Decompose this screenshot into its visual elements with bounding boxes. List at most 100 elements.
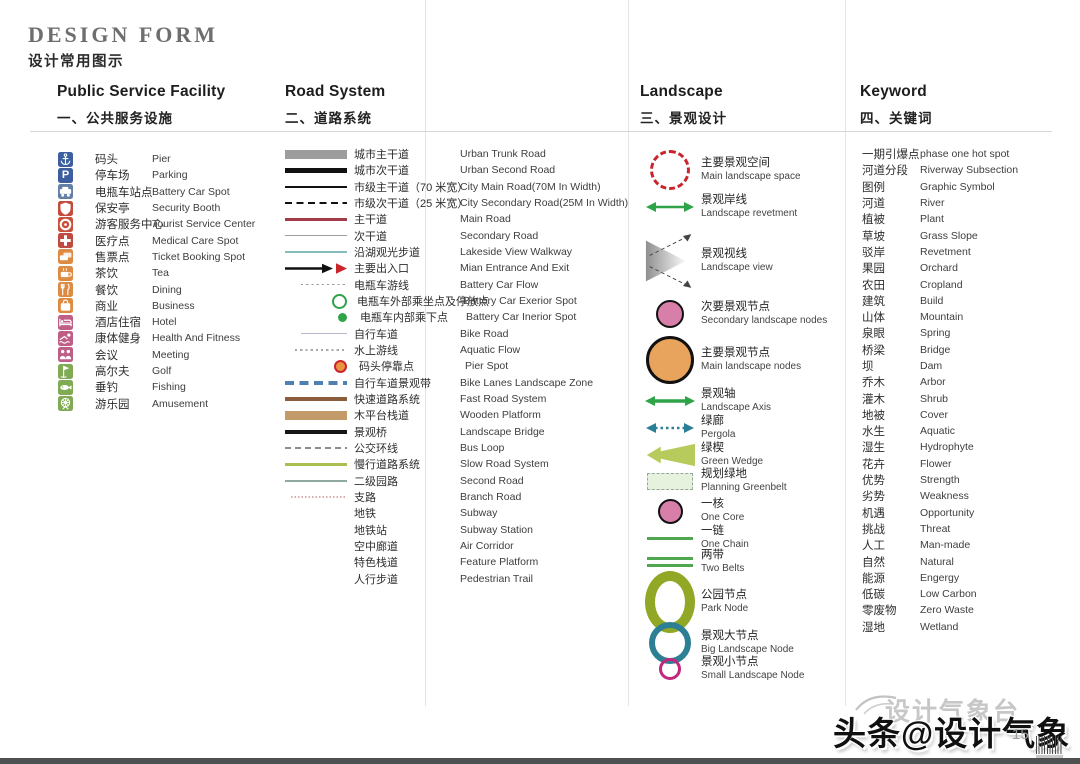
road-symbol-line <box>285 251 347 253</box>
keyword-label-zh: 零废物 <box>862 605 897 618</box>
landscape-symbol-dcircle <box>645 150 695 190</box>
road-label-en: Slow Road System <box>460 458 549 471</box>
tea-cup-icon <box>58 265 73 281</box>
fish-icon <box>58 379 73 395</box>
keyword-row: 优势 Strength <box>862 472 1062 488</box>
landscape-label-zh: 一核 <box>701 498 724 511</box>
road-label-en: Secondary Road <box>460 229 539 242</box>
road-label-zh: 主要出入口 <box>354 263 409 276</box>
keyword-label-en: Strength <box>920 474 960 487</box>
landscape-label-en: Planning Greenbelt <box>701 481 787 493</box>
header-rule <box>30 131 1052 132</box>
keyword-label-en: Aquatic <box>920 425 956 438</box>
facility-row: 酒店住宿 Hotel <box>58 314 284 330</box>
road-label-zh: 电瓶车内部乘下点 <box>360 312 448 325</box>
barcode-caption <box>1036 755 1063 758</box>
landscape-symbol-lines <box>645 557 695 567</box>
keyword-label-zh: 湿地 <box>862 621 885 634</box>
road-label-en: Lakeside View Walkway <box>460 246 573 259</box>
swimmer-icon <box>58 330 73 346</box>
facility-label-en: Tea <box>152 267 169 280</box>
road-row: 二级园路 Second Road <box>285 473 625 489</box>
keyword-row: 花卉 Flower <box>862 456 1062 472</box>
road-label-zh: 沿湖观光步道 <box>354 247 420 260</box>
road-label-en: Urban Trunk Road <box>460 148 546 161</box>
fork-knife-icon <box>58 282 73 298</box>
column-header-keyword: Keyword 四、关键词 <box>860 83 933 127</box>
landscape-row: 景观轴 Landscape Axis <box>645 387 771 415</box>
road-symbol-dash <box>285 284 347 286</box>
facility-label-en: Meeting <box>152 348 190 361</box>
road-label-en: Bus Loop <box>460 442 505 455</box>
keyword-label-en: River <box>920 197 945 210</box>
landscape-symbol-dashrect <box>645 472 695 490</box>
keyword-row: 湿地 Wetland <box>862 619 1062 635</box>
keyword-title-en: Keyword <box>860 83 927 100</box>
road-symbol-line <box>285 397 347 402</box>
keyword-label-en: Orchard <box>920 262 958 275</box>
keyword-label-en: Low Carbon <box>920 588 977 601</box>
facility-label-en: Amusement <box>152 397 209 410</box>
road-symbol-line <box>285 333 347 335</box>
road-label-en: Fast Road System <box>460 393 547 406</box>
facility-label-zh: 医疗点 <box>95 235 130 248</box>
keyword-row: 图例 Graphic Symbol <box>862 179 1062 195</box>
keyword-row: 一期引爆点 phase one hot spot <box>862 146 1062 162</box>
keyword-label-en: Threat <box>920 522 951 535</box>
road-row: 电瓶车内部乘下点 Battery Car Inerior Spot <box>285 309 625 325</box>
keyword-label-en: Wetland <box>920 620 959 633</box>
keyword-row: 果园 Orchard <box>862 260 1062 276</box>
landscape-row: 次要景观节点 Secondary landscape nodes <box>645 296 827 332</box>
landscape-label-en: Two Belts <box>701 562 745 574</box>
road-label-zh: 慢行道路系统 <box>354 459 420 472</box>
landscape-label-en: Landscape revetment <box>701 207 798 219</box>
road-label-en: Subway <box>460 507 498 520</box>
road-label-zh: 市级主干道（70 米宽） <box>354 181 469 194</box>
road-label-en: Pier Spot <box>465 360 509 373</box>
road-label-zh: 电瓶车游线 <box>354 279 409 292</box>
road-row: 人行步道 Pedestrian Trail <box>285 571 625 587</box>
keyword-label-en: Zero Waste <box>920 604 974 617</box>
facility-label-zh: 茶饮 <box>95 268 118 281</box>
keyword-label-zh: 水生 <box>862 426 885 439</box>
keyword-row: 人工 Man-made <box>862 537 1062 553</box>
landscape-label-zh: 主要景观节点 <box>701 347 770 360</box>
road-label-zh: 二级园路 <box>354 475 398 488</box>
keyword-label-zh: 灌木 <box>862 393 885 406</box>
keyword-label-zh: 劣势 <box>862 491 885 504</box>
landscape-title-zh: 三、景观设计 <box>640 111 727 126</box>
road-title-en: Road System <box>285 83 386 100</box>
road-label-zh: 地铁 <box>354 508 376 521</box>
shopping-bag-icon <box>58 298 73 314</box>
facility-title-en: Public Service Facility <box>57 83 226 100</box>
column-divider <box>425 0 426 706</box>
road-row: 市级次干道（25 米宽） City Secondary Road(25M In W… <box>285 195 628 211</box>
keyword-row: 河道分段 Riverway Subsection <box>862 162 1062 178</box>
facility-row: 餐饮 Dining <box>58 281 284 298</box>
landscape-row: 绿楔 Green Wedge <box>645 441 763 469</box>
keyword-row: 机遇 Opportunity <box>862 505 1062 521</box>
road-label-en: Battery Car Inerior Spot <box>466 311 577 324</box>
keyword-row: 灌木 Shrub <box>862 390 1062 406</box>
golf-flag-icon <box>58 363 73 379</box>
keyword-row: 乔木 Arbor <box>862 374 1062 390</box>
landscape-label-zh: 景观岸线 <box>701 194 747 207</box>
facility-title-zh: 一、公共服务设施 <box>57 111 173 126</box>
road-symbol-bar <box>285 149 347 159</box>
road-label-zh: 城市次干道 <box>354 165 409 178</box>
landscape-label-zh: 景观轴 <box>701 388 736 401</box>
road-label-en: City Main Road(70M In Width) <box>460 180 601 193</box>
road-label-zh: 电瓶车外部乘坐点及停放点 <box>357 296 489 309</box>
keyword-label-en: Hydrophyte <box>920 441 974 454</box>
road-label-en: Landscape Bridge <box>460 425 545 438</box>
keyword-label-zh: 乔木 <box>862 377 885 390</box>
road-row: 电瓶车游线 Battery Car Flow <box>285 277 625 293</box>
road-row: 慢行道路系统 Slow Road System <box>285 456 625 472</box>
landscape-row: 规划绿地 Planning Greenbelt <box>645 468 787 494</box>
bed-icon <box>58 314 73 330</box>
landscape-label-en: Secondary landscape nodes <box>701 314 828 326</box>
landscape-label-en: Pergola <box>701 428 736 440</box>
road-label-en: Battery Car Flow <box>460 278 539 291</box>
landscape-label-zh: 规划绿地 <box>701 468 747 481</box>
